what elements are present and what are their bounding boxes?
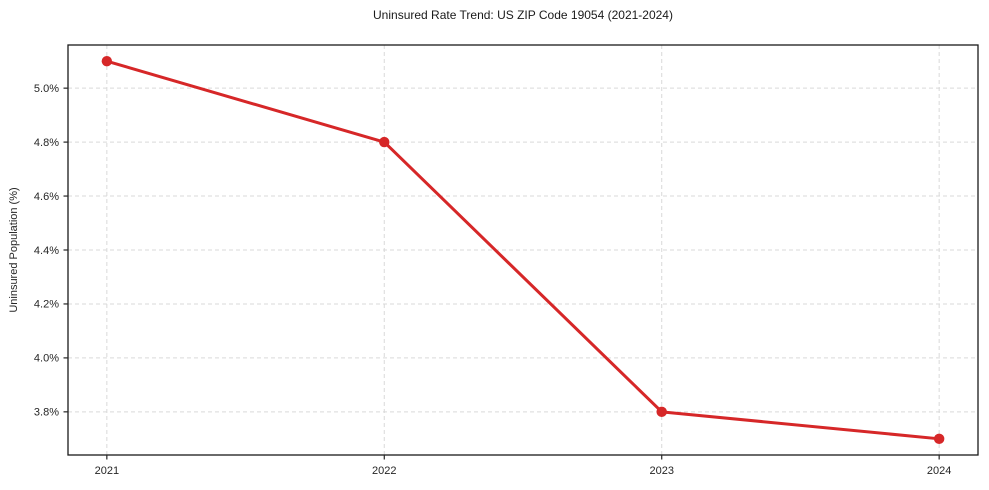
y-tick-label: 4.4% (34, 245, 59, 257)
x-tick-label: 2021 (95, 465, 119, 477)
x-tick-label: 2024 (927, 465, 951, 477)
trend-line (105, 59, 941, 441)
y-tick-label: 3.8% (34, 407, 59, 419)
y-tick-label: 4.8% (34, 137, 59, 149)
data-point (379, 136, 390, 148)
y-tick-label: 4.0% (34, 353, 59, 365)
x-tick-label: 2023 (649, 465, 673, 477)
data-point (101, 55, 113, 67)
data-point (933, 433, 945, 445)
y-tick-label: 4.2% (34, 299, 59, 311)
y-tick-label: 5.0% (34, 83, 59, 95)
data-point (656, 406, 667, 418)
y-tick-label: 4.6% (34, 191, 59, 203)
x-tick-label: 2022 (372, 465, 396, 477)
chart-title: Uninsured Rate Trend: US ZIP Code 19054 … (373, 8, 673, 22)
